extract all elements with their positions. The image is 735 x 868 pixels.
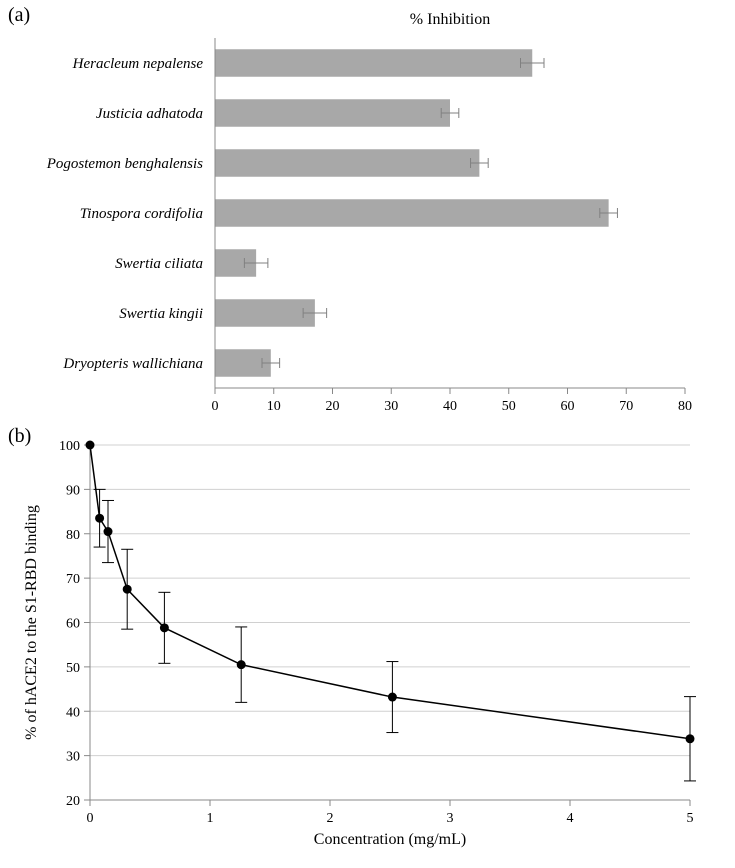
y-axis-label: % of hACE2 to the S1-RBD binding <box>23 505 40 740</box>
x-tick-label: 4 <box>567 811 574 826</box>
y-tick-label: 70 <box>66 572 80 587</box>
bar <box>215 299 315 327</box>
category-label: Justicia adhatoda <box>96 106 203 122</box>
x-tick-label: 5 <box>687 811 694 826</box>
panel-b-chart: 0 1 2 3 4 5 20 30 40 50 60 70 80 90 100 Concentration (… <box>0 420 735 868</box>
y-tick-label: 20 <box>66 794 80 809</box>
y-tick-label: 80 <box>66 528 80 543</box>
x-tick-label: 2 <box>327 811 334 826</box>
x-tick-label: 0 <box>212 399 219 414</box>
y-tick-label: 100 <box>59 439 80 454</box>
panel-a-chart: % Inhibition Heracleum nepalense Justicia … <box>0 0 735 420</box>
data-marker <box>86 441 95 450</box>
y-tick-label: 90 <box>66 483 80 498</box>
bar <box>215 99 450 127</box>
category-label: Swertia kingii <box>119 306 203 322</box>
category-label: Pogostemon benghalensis <box>46 156 203 172</box>
bar <box>215 149 479 177</box>
x-tick-label: 3 <box>447 811 454 826</box>
x-tick-label: 20 <box>326 399 340 414</box>
x-tick-label: 50 <box>502 399 516 414</box>
x-tick-label: 10 <box>267 399 281 414</box>
x-axis-label: Concentration (mg/mL) <box>314 831 466 848</box>
data-marker <box>686 734 695 743</box>
data-marker <box>237 660 246 669</box>
y-tick-label: 50 <box>66 661 80 676</box>
data-marker <box>123 585 132 594</box>
x-tick-label: 60 <box>561 399 575 414</box>
y-tick-label: 30 <box>66 750 80 765</box>
panel-a-title: % Inhibition <box>410 11 490 28</box>
x-tick-label: 30 <box>384 399 398 414</box>
bar <box>215 199 609 227</box>
y-tick-label: 60 <box>66 617 80 632</box>
bar <box>215 49 532 77</box>
category-label: Dryopteris wallichiana <box>62 356 203 372</box>
x-tick-label: 80 <box>678 399 692 414</box>
x-tick-label: 40 <box>443 399 457 414</box>
x-tick-label: 0 <box>87 811 94 826</box>
x-tick-label: 1 <box>207 811 214 826</box>
category-label: Heracleum nepalense <box>72 56 204 72</box>
category-label: Swertia ciliata <box>115 256 203 272</box>
y-tick-label: 40 <box>66 705 80 720</box>
figure-root: (a) (b) % InhibitionHeracleum nepalenseJ… <box>0 0 735 868</box>
data-marker <box>388 693 397 702</box>
data-marker <box>160 623 169 632</box>
data-marker <box>104 527 113 536</box>
data-marker <box>95 514 104 523</box>
x-tick-label: 70 <box>619 399 633 414</box>
category-label: Tinospora cordifolia <box>80 206 203 222</box>
